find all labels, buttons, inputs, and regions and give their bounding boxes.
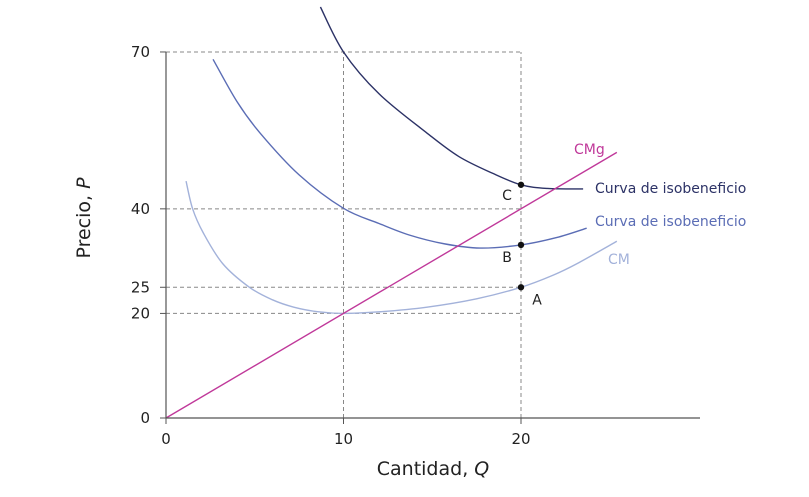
curve-average-cost <box>185 180 618 315</box>
point-C <box>517 181 525 188</box>
point-label: C <box>502 188 512 204</box>
guide-lines <box>166 51 522 418</box>
point-label: A <box>532 292 542 308</box>
y-tick-label: 70 <box>131 43 150 61</box>
y-tick-label: 20 <box>131 304 150 322</box>
curves <box>165 6 618 419</box>
curve-isoprofit-c <box>319 6 584 190</box>
curve-label-marginal-cost: CMg <box>574 142 605 158</box>
x-tick-label: 0 <box>161 430 171 448</box>
y-tick-label: 40 <box>131 200 150 218</box>
y-tick-label: 0 <box>140 409 150 427</box>
y-axis-title: Precio, P <box>73 177 95 259</box>
point-A <box>517 284 525 291</box>
point-label: B <box>502 250 512 266</box>
points: A B C <box>502 181 542 308</box>
point-B <box>517 241 525 249</box>
y-axis-title-text: Precio, <box>73 189 95 259</box>
y-tick-label: 25 <box>131 278 150 296</box>
x-axis-title-text: Cantidad, <box>377 458 475 480</box>
x-axis-title: Cantidad, Q <box>377 458 490 480</box>
curve-isoprofit-b <box>212 58 587 249</box>
y-axis-var: P <box>73 177 95 189</box>
x-tick-label: 20 <box>511 430 530 448</box>
ticks: 0 10 20 0 20 25 40 70 <box>131 43 531 448</box>
curve-marginal-cost <box>165 151 618 419</box>
curve-label-isoprofit-c: Curva de isobeneficio <box>595 181 746 197</box>
x-axis-var: Q <box>474 458 489 480</box>
x-tick-label: 10 <box>334 430 353 448</box>
curve-label-isoprofit-b: Curva de isobeneficio <box>595 214 746 230</box>
curve-label-average-cost: CM <box>608 252 630 268</box>
